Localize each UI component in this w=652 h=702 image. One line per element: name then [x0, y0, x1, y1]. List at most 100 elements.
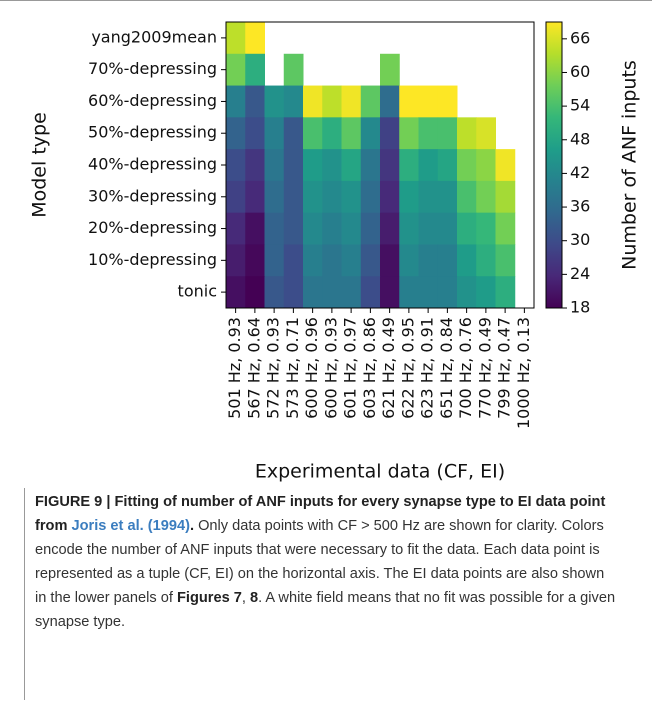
- colorbar-tick-label: 48: [570, 129, 590, 148]
- heatmap-cell: [476, 180, 496, 214]
- heatmap-cell: [283, 212, 304, 245]
- heatmap-cell: [418, 149, 439, 182]
- heatmap-cell: [283, 85, 304, 118]
- heatmap-cell: [495, 244, 516, 277]
- y-tick-label: 30%-depressing: [88, 186, 217, 205]
- heatmap-cell: [437, 244, 458, 277]
- heatmap-cell: [322, 117, 342, 150]
- y-axis-label: Model type: [29, 112, 51, 218]
- colorbar-tick-label: 30: [570, 230, 590, 249]
- heatmap-cell: [341, 180, 362, 214]
- heatmap-cell: [495, 180, 516, 214]
- x-tick-label: 600 Hz, 0.96: [302, 317, 321, 419]
- heatmap-cell: [341, 244, 362, 277]
- colorbar-tick-label: 66: [570, 28, 590, 47]
- heatmap-cell: [495, 212, 516, 245]
- heatmap-cell: [226, 22, 246, 55]
- heatmap-cell: [322, 85, 342, 118]
- x-tick-label: 603 Hz, 0.86: [360, 317, 379, 419]
- heatmap-cell: [380, 244, 400, 277]
- heatmap-cell: [380, 212, 400, 245]
- y-tick-label: 70%-depressing: [88, 59, 217, 78]
- heatmap-cell: [437, 85, 458, 118]
- heatmap-cell: [264, 117, 285, 150]
- heatmap-cell: [226, 85, 246, 118]
- heatmap-cell: [226, 276, 246, 309]
- heatmap-cell: [380, 117, 400, 150]
- y-tick-label: tonic: [178, 282, 217, 301]
- heatmap-cell: [245, 212, 265, 245]
- heatmap-cell: [360, 180, 381, 214]
- heatmap-cell: [341, 149, 362, 182]
- heatmap-cell: [283, 53, 304, 87]
- heatmap-cell: [341, 117, 362, 150]
- heatmap-cell: [360, 117, 381, 150]
- heatmap-cell: [399, 244, 419, 277]
- x-tick-label: 621 Hz, 0.49: [379, 317, 398, 419]
- heatmap-cell: [418, 276, 439, 309]
- heatmap-cell: [245, 244, 265, 277]
- heatmap-cell: [264, 180, 285, 214]
- heatmap-cell: [399, 85, 419, 118]
- heatmap-cell: [476, 117, 496, 150]
- heatmap-cell: [360, 244, 381, 277]
- heatmap-cell: [457, 276, 477, 309]
- heatmap-cell: [264, 244, 285, 277]
- heatmap-cell: [437, 117, 458, 150]
- x-tick-label: 623 Hz, 0.91: [418, 317, 437, 419]
- heatmap-cell: [476, 276, 496, 309]
- colorbar-tick-label: 42: [570, 163, 590, 182]
- heatmap-cell: [380, 85, 400, 118]
- y-tick-label: 10%-depressing: [88, 250, 217, 269]
- chart: Model type Experimental data (CF, EI) Nu…: [29, 21, 641, 483]
- caption: FIGURE 9 | Fitting of number of ANF inpu…: [24, 488, 616, 700]
- heatmap-cell: [322, 244, 342, 277]
- heatmap-cell: [264, 276, 285, 309]
- heatmap-cell: [341, 85, 362, 118]
- heatmap-cell: [303, 276, 323, 309]
- heatmap-cell: [226, 53, 246, 87]
- heatmap-cell: [399, 117, 419, 150]
- heatmap-cell: [380, 180, 400, 214]
- heatmap-cell: [437, 149, 458, 182]
- caption-lead: FIGURE 9 | Fitting of number of ANF inpu…: [35, 494, 606, 534]
- x-tick-label: 573 Hz, 0.71: [283, 317, 302, 419]
- heatmap-cell: [418, 244, 439, 277]
- reference-link[interactable]: Joris et al. (1994): [71, 518, 190, 534]
- caption-lead-end: .: [189, 518, 194, 534]
- colorbar-tick-label: 18: [570, 298, 590, 317]
- heatmap-cell: [457, 180, 477, 214]
- heatmap-cell: [245, 22, 265, 55]
- heatmap-cell: [303, 149, 323, 182]
- colorbar: [545, 21, 563, 309]
- heatmap-cell: [399, 276, 419, 309]
- heatmap-cell: [283, 276, 304, 309]
- heatmap-cell: [418, 180, 439, 214]
- heatmap-cell: [476, 244, 496, 277]
- heatmap-cell: [457, 212, 477, 245]
- heatmap-cell: [495, 149, 516, 182]
- heatmap-cell: [495, 276, 516, 309]
- heatmap-cell: [245, 276, 265, 309]
- top-rule: [0, 0, 652, 1]
- heatmap-cell: [380, 276, 400, 309]
- colorbar-label: Number of ANF inputs: [619, 60, 641, 270]
- y-tick-label: 50%-depressing: [88, 123, 217, 142]
- heatmap-cell: [360, 149, 381, 182]
- heatmap-cell: [457, 149, 477, 182]
- heatmap-cell: [283, 117, 304, 150]
- x-tick-label: 1000 Hz, 0.13: [514, 317, 533, 429]
- heatmap-cell: [360, 212, 381, 245]
- heatmap-cell: [226, 244, 246, 277]
- y-tick-label: yang2009mean: [91, 27, 217, 46]
- heatmap-cell: [322, 180, 342, 214]
- heatmap-cell: [245, 85, 265, 118]
- heatmap-cell: [245, 180, 265, 214]
- figure-ref: 8: [250, 590, 259, 606]
- heatmap-cell: [437, 180, 458, 214]
- heatmap-cell: [322, 276, 342, 309]
- heatmap-cell: [303, 180, 323, 214]
- x-tick-label: 651 Hz, 0.84: [437, 317, 456, 419]
- heatmap-cell: [245, 117, 265, 150]
